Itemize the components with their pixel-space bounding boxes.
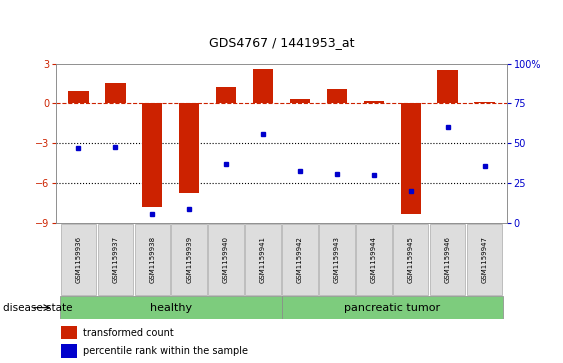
Text: GSM1159939: GSM1159939 [186,236,192,283]
Bar [400,103,421,214]
Text: percentile rank within the sample: percentile rank within the sample [83,346,248,356]
Text: GSM1159943: GSM1159943 [334,236,340,283]
Bar [68,91,88,103]
Bar [319,224,355,295]
Bar [208,224,244,295]
Text: GSM1159944: GSM1159944 [371,236,377,283]
Bar [172,224,207,295]
Text: GSM1159942: GSM1159942 [297,236,303,283]
Text: GSM1159937: GSM1159937 [113,236,118,283]
Bar [216,87,236,103]
Bar [282,296,503,319]
Bar [253,69,273,103]
Bar [290,99,310,103]
Bar [97,224,133,295]
Text: GSM1159940: GSM1159940 [223,236,229,283]
Bar [393,224,428,295]
Text: GSM1159936: GSM1159936 [75,236,82,283]
Text: GSM1159947: GSM1159947 [481,236,488,283]
Text: GSM1159938: GSM1159938 [149,236,155,283]
Text: transformed count: transformed count [83,327,174,338]
Bar [179,103,199,193]
Bar [61,224,96,295]
Bar [245,224,281,295]
Bar [356,224,391,295]
Bar [430,224,466,295]
Bar [61,326,77,339]
Bar [282,224,318,295]
Bar [142,103,163,207]
Text: disease state: disease state [3,303,72,313]
Text: GDS4767 / 1441953_at: GDS4767 / 1441953_at [209,36,354,49]
Bar [327,89,347,103]
Bar [364,101,384,103]
Text: pancreatic tumor: pancreatic tumor [344,303,440,313]
Bar [475,102,495,103]
Bar [60,296,282,319]
Bar [135,224,170,295]
Bar [437,70,458,103]
Bar [61,344,77,358]
Bar [467,224,502,295]
Text: GSM1159946: GSM1159946 [445,236,450,283]
Text: healthy: healthy [150,303,192,313]
Text: GSM1159941: GSM1159941 [260,236,266,283]
Text: GSM1159945: GSM1159945 [408,236,414,283]
Bar [105,83,126,103]
